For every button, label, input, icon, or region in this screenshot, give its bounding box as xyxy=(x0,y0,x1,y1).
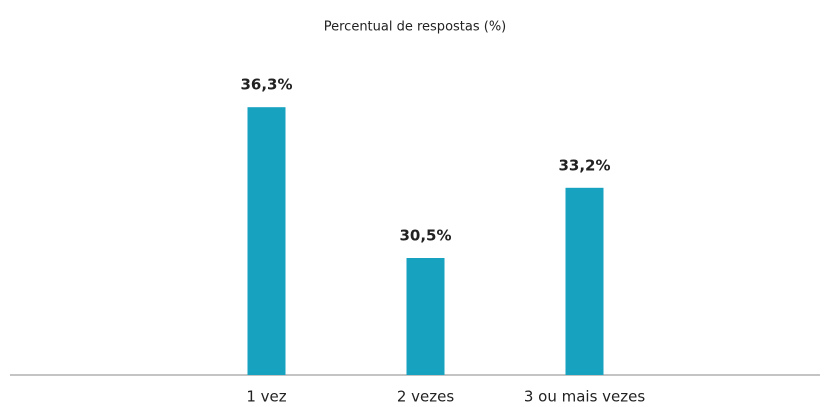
bar xyxy=(406,258,445,375)
x-tick-label: 2 vezes xyxy=(397,388,455,406)
bar xyxy=(565,187,604,375)
x-tick-label: 1 vez xyxy=(246,388,286,406)
chart-title: Percentual de respostas (%) xyxy=(324,20,507,35)
value-label: 36,3% xyxy=(240,76,292,94)
bar xyxy=(247,107,286,375)
x-tick-label: 3 ou mais vezes xyxy=(524,388,646,406)
value-label: 33,2% xyxy=(558,156,610,174)
value-label: 30,5% xyxy=(399,227,451,245)
